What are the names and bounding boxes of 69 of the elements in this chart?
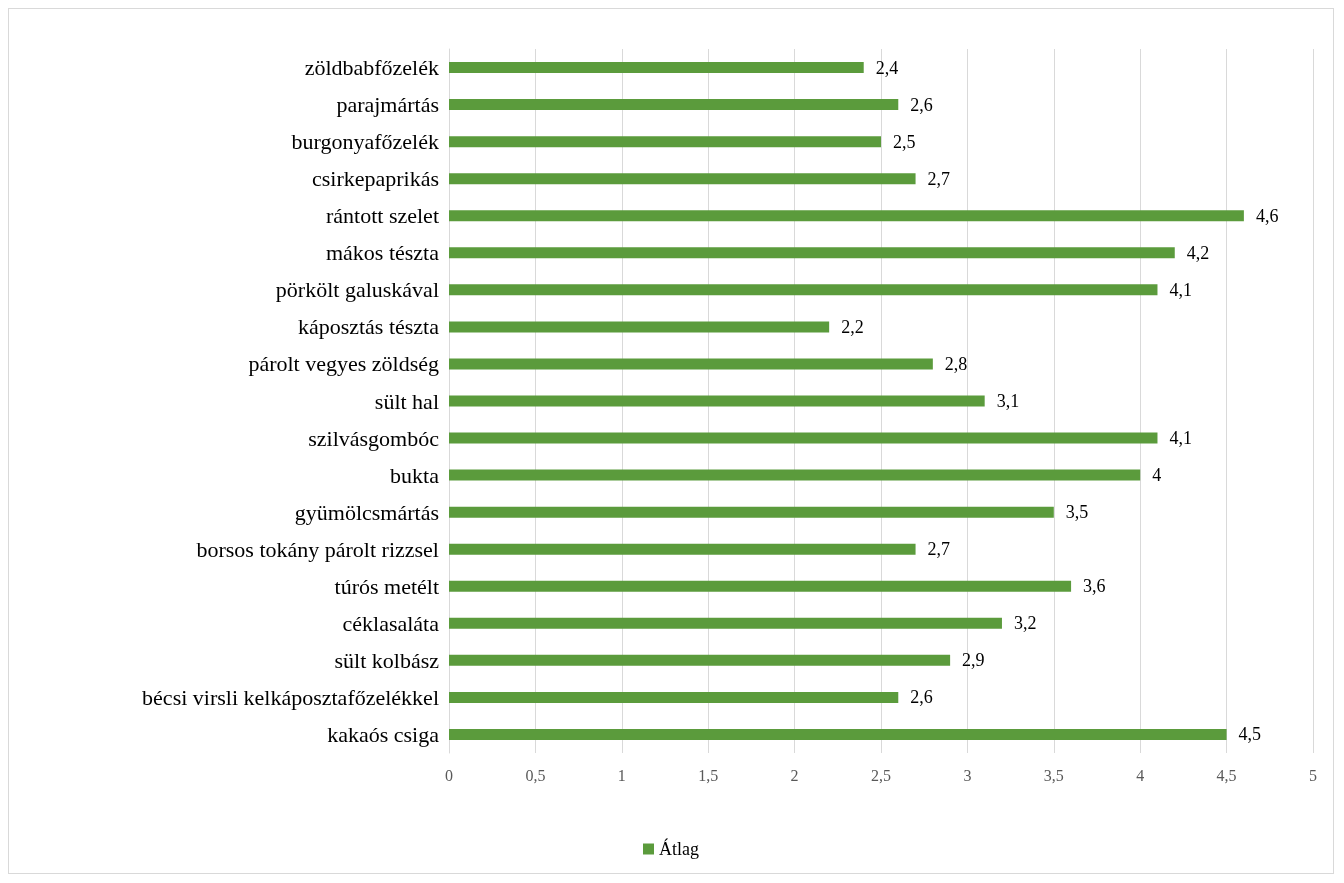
y-tick-label: bécsi virsli kelkáposztafőzelékkel bbox=[142, 684, 439, 710]
data-label: 2,4 bbox=[875, 57, 899, 78]
y-tick-label: céklasaláta bbox=[342, 610, 440, 636]
y-tick-label: túrós metélt bbox=[334, 573, 439, 599]
data-label: 4,2 bbox=[1186, 242, 1210, 263]
x-tick-label: 1 bbox=[617, 766, 626, 784]
data-label: 3,2 bbox=[1013, 613, 1037, 634]
bar bbox=[449, 358, 933, 370]
data-label: 2,5 bbox=[893, 131, 916, 152]
x-tick-label: 2 bbox=[790, 766, 799, 784]
bar bbox=[449, 506, 1054, 518]
bar bbox=[449, 210, 1244, 222]
x-tick-label: 4,5 bbox=[1216, 766, 1237, 784]
y-tick-label: pörkölt galuskával bbox=[275, 277, 439, 303]
data-label: 3,1 bbox=[996, 391, 1020, 411]
y-tick-label: mákos tészta bbox=[325, 240, 440, 266]
x-tick-label: 0 bbox=[445, 766, 453, 784]
y-tick-label: bukta bbox=[390, 462, 440, 488]
bar bbox=[449, 136, 881, 148]
data-label: 2,7 bbox=[927, 539, 951, 560]
data-label: 2,2 bbox=[841, 316, 864, 337]
bar bbox=[449, 284, 1158, 296]
bar bbox=[449, 99, 899, 111]
y-tick-label: párolt vegyes zöldség bbox=[248, 351, 439, 377]
x-tick-label: 0,5 bbox=[525, 766, 546, 784]
bar bbox=[449, 580, 1072, 592]
bar bbox=[449, 395, 985, 407]
bar bbox=[449, 62, 864, 74]
bar bbox=[449, 543, 916, 555]
bar bbox=[449, 321, 830, 333]
bar bbox=[449, 617, 1002, 629]
data-label: 2,7 bbox=[927, 168, 951, 189]
bar bbox=[449, 173, 916, 185]
x-tick-label: 2,5 bbox=[871, 766, 891, 784]
bar bbox=[449, 247, 1175, 259]
y-tick-label: borsos tokány párolt rizzsel bbox=[196, 536, 439, 562]
data-label: 4 bbox=[1152, 465, 1162, 486]
y-tick-label: parajmártás bbox=[336, 92, 439, 118]
bar bbox=[449, 691, 899, 703]
legend-label: Átlag bbox=[659, 838, 699, 859]
data-label: 4,6 bbox=[1255, 205, 1279, 226]
y-tick-label: kakaós csiga bbox=[327, 721, 440, 747]
x-tick-label: 4 bbox=[1136, 766, 1145, 784]
data-label: 4,5 bbox=[1238, 724, 1262, 745]
data-label: 4,1 bbox=[1169, 428, 1192, 449]
bar bbox=[449, 469, 1141, 481]
y-tick-label: rántott szelet bbox=[325, 203, 439, 229]
y-tick-label: csirkepaprikás bbox=[311, 166, 439, 192]
x-tick-label: 5 bbox=[1309, 766, 1317, 784]
data-label: 2,9 bbox=[962, 650, 985, 671]
y-tick-label: gyümölcsmártás bbox=[294, 499, 439, 525]
y-tick-label: szilvásgombóc bbox=[308, 425, 440, 451]
data-label: 3,5 bbox=[1065, 502, 1089, 523]
x-tick-label: 3,5 bbox=[1043, 766, 1064, 784]
y-tick-label: sült hal bbox=[374, 388, 439, 414]
data-label: 2,6 bbox=[910, 687, 933, 708]
data-label: 4,1 bbox=[1169, 279, 1192, 300]
bar bbox=[449, 654, 951, 666]
y-tick-label: burgonyafőzelék bbox=[291, 129, 439, 155]
y-tick-label: sült kolbász bbox=[334, 647, 440, 673]
y-tick-label: káposztás tészta bbox=[297, 314, 440, 340]
data-label: 2,6 bbox=[910, 94, 933, 115]
y-tick-label: zöldbabfőzelék bbox=[304, 55, 439, 81]
data-label: 3,6 bbox=[1083, 576, 1106, 597]
x-tick-label: 3 bbox=[963, 766, 972, 784]
bar bbox=[449, 728, 1227, 740]
x-tick-label: 1,5 bbox=[698, 766, 719, 784]
bar bbox=[449, 432, 1158, 444]
data-label: 2,8 bbox=[944, 353, 968, 374]
